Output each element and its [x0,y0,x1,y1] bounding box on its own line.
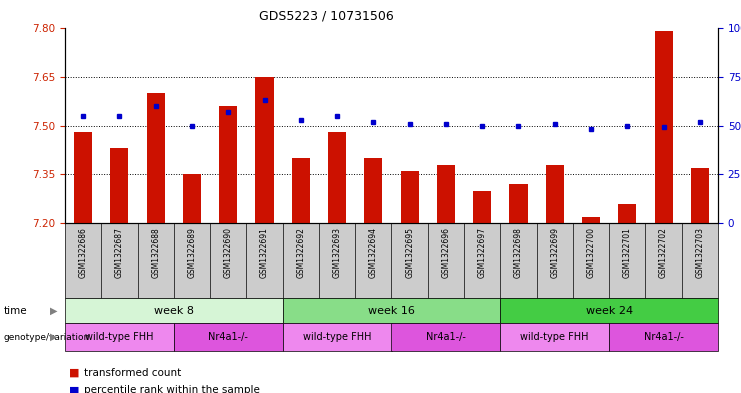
Bar [110,148,128,223]
Text: Nr4a1-/-: Nr4a1-/- [644,332,683,342]
Bar [147,93,165,223]
Text: GSM1322688: GSM1322688 [151,227,160,278]
Bar [473,191,491,223]
Bar [365,158,382,223]
Text: GSM1322703: GSM1322703 [695,227,705,278]
Bar [582,217,600,223]
Text: time: time [4,305,27,316]
Text: GSM1322692: GSM1322692 [296,227,305,278]
Bar [328,132,346,223]
Text: ▶: ▶ [50,305,58,316]
Text: GSM1322687: GSM1322687 [115,227,124,278]
Text: GSM1322686: GSM1322686 [79,227,87,278]
Text: Nr4a1-/-: Nr4a1-/- [208,332,248,342]
Bar [691,168,709,223]
Text: Nr4a1-/-: Nr4a1-/- [426,332,466,342]
Bar [654,31,673,223]
Text: GSM1322698: GSM1322698 [514,227,523,278]
Text: wild-type FHH: wild-type FHH [303,332,371,342]
Bar [545,165,564,223]
Bar [437,165,455,223]
Bar [618,204,637,223]
Text: GSM1322695: GSM1322695 [405,227,414,278]
Text: GSM1322700: GSM1322700 [587,227,596,278]
Text: ■: ■ [69,385,79,393]
Bar [256,77,273,223]
Text: transformed count: transformed count [84,367,181,378]
Text: week 24: week 24 [585,305,633,316]
Text: GSM1322691: GSM1322691 [260,227,269,278]
Bar [183,174,201,223]
Bar [292,158,310,223]
Text: wild-type FHH: wild-type FHH [520,332,589,342]
Text: GSM1322702: GSM1322702 [659,227,668,278]
Text: GSM1322689: GSM1322689 [187,227,196,278]
Text: GSM1322696: GSM1322696 [442,227,451,278]
Text: ▶: ▶ [50,332,58,342]
Text: GSM1322701: GSM1322701 [622,227,632,278]
Text: GSM1322693: GSM1322693 [333,227,342,278]
Text: ■: ■ [69,367,79,378]
Bar [219,106,237,223]
Bar [74,132,92,223]
Text: week 16: week 16 [368,305,415,316]
Text: genotype/variation: genotype/variation [4,332,90,342]
Text: GSM1322690: GSM1322690 [224,227,233,278]
Bar [509,184,528,223]
Text: week 8: week 8 [154,305,194,316]
Text: percentile rank within the sample: percentile rank within the sample [84,385,259,393]
Text: wild-type FHH: wild-type FHH [85,332,153,342]
Text: GSM1322697: GSM1322697 [478,227,487,278]
Bar [401,171,419,223]
Text: GSM1322694: GSM1322694 [369,227,378,278]
Text: GSM1322699: GSM1322699 [551,227,559,278]
Text: GDS5223 / 10731506: GDS5223 / 10731506 [259,10,393,23]
